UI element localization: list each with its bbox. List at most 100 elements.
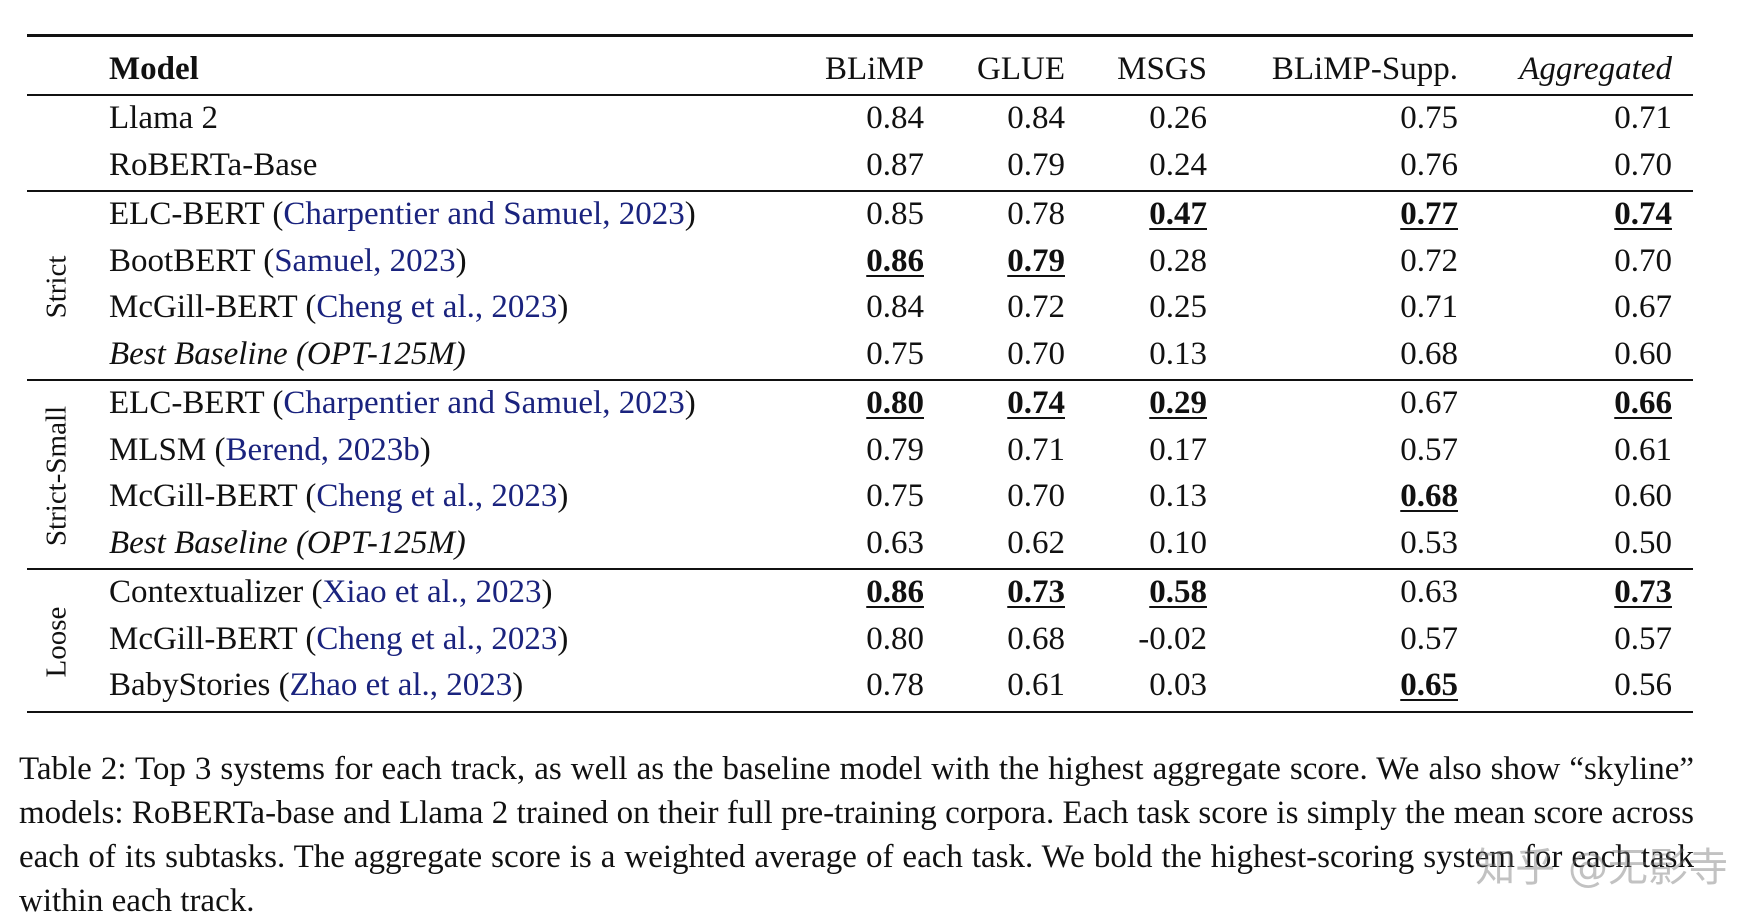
header-cell: Model	[109, 51, 199, 87]
model-name: )	[557, 478, 569, 514]
score: 0.58	[1149, 574, 1207, 610]
score: 0.66	[1614, 385, 1672, 421]
score: 0.57	[1400, 431, 1458, 468]
track-label: Strict	[40, 255, 73, 319]
citation-link: Cheng et al., 2023	[316, 289, 558, 325]
model-name: )	[512, 667, 524, 703]
model-cell: McGill-BERT (Cheng et al., 2023)	[109, 619, 568, 659]
model-name: )	[684, 196, 696, 232]
score: 0.75	[866, 335, 924, 372]
watermark: 知乎 @无影寺	[1475, 845, 1728, 891]
score: 0.50	[1614, 524, 1672, 561]
model-cell: Llama 2	[109, 98, 218, 138]
score: 0.84	[866, 289, 924, 325]
track-label: Loose	[40, 606, 73, 678]
score: 0.63	[866, 524, 924, 561]
score: 0.60	[1614, 335, 1672, 372]
model-cell: ELC-BERT (Charpentier and Samuel, 2023)	[109, 383, 696, 423]
score: 0.61	[1614, 431, 1672, 468]
score: 0.75	[1400, 100, 1458, 136]
score: 0.26	[1149, 100, 1207, 136]
score: 0.84	[1007, 100, 1065, 136]
score: 0.71	[1614, 100, 1672, 136]
score: 0.85	[866, 196, 924, 232]
model-name: Best Baseline (OPT-125M)	[109, 335, 466, 372]
score: 0.79	[1007, 146, 1065, 183]
model-name: ELC-BERT (	[109, 385, 284, 421]
model-cell: Best Baseline (OPT-125M)	[109, 334, 466, 374]
model-cell: RoBERTa-Base	[109, 145, 317, 185]
model-name: )	[557, 289, 569, 325]
header-cell: BLiMP-Supp.	[1271, 51, 1458, 87]
score: 0.65	[1400, 667, 1458, 703]
table-rule	[27, 34, 1693, 37]
table-rule	[27, 190, 1693, 192]
score: 0.71	[1007, 431, 1065, 468]
score: 0.03	[1149, 667, 1207, 703]
score: 0.87	[866, 146, 924, 183]
score: 0.77	[1400, 196, 1458, 232]
score: 0.70	[1614, 146, 1672, 183]
model-name: Best Baseline (OPT-125M)	[109, 524, 466, 561]
score: 0.56	[1614, 667, 1672, 703]
model-name: McGill-BERT (	[109, 620, 317, 657]
model-name: )	[557, 620, 569, 657]
score: 0.72	[1400, 242, 1458, 279]
citation-link: Cheng et al., 2023	[316, 620, 558, 657]
score: 0.13	[1149, 478, 1207, 514]
model-cell: McGill-BERT (Cheng et al., 2023)	[109, 476, 568, 516]
score: 0.61	[1007, 667, 1065, 703]
model-cell: ELC-BERT (Charpentier and Samuel, 2023)	[109, 194, 696, 234]
score: 0.70	[1007, 478, 1065, 514]
score: 0.60	[1614, 478, 1672, 514]
model-name: )	[684, 385, 696, 421]
model-name: MLSM (	[109, 431, 226, 468]
score: 0.62	[1007, 524, 1065, 561]
score: 0.73	[1614, 574, 1672, 610]
score: 0.53	[1400, 524, 1458, 561]
model-name: McGill-BERT (	[109, 289, 317, 325]
score: 0.78	[1007, 196, 1065, 232]
score: 0.71	[1400, 289, 1458, 325]
header-cell: MSGS	[1117, 51, 1207, 87]
model-cell: BabyStories (Zhao et al., 2023)	[109, 665, 523, 705]
score: 0.47	[1149, 196, 1207, 232]
model-name: )	[419, 431, 431, 468]
score: 0.67	[1400, 385, 1458, 421]
score: 0.76	[1400, 146, 1458, 183]
score: 0.80	[866, 620, 924, 657]
table-rule	[27, 94, 1693, 96]
header-cell: BLiMP	[824, 51, 924, 87]
score: 0.86	[866, 242, 924, 279]
score: 0.72	[1007, 289, 1065, 325]
score: 0.73	[1007, 574, 1065, 610]
score: 0.78	[866, 667, 924, 703]
score: 0.86	[866, 574, 924, 610]
model-name: BabyStories (	[109, 667, 290, 703]
model-cell: McGill-BERT (Cheng et al., 2023)	[109, 287, 568, 327]
track-label: Strict-Small	[40, 405, 73, 547]
model-cell: Contextualizer (Xiao et al., 2023)	[109, 572, 553, 612]
score: 0.74	[1007, 385, 1065, 421]
model-name: McGill-BERT (	[109, 478, 317, 514]
score: 0.79	[866, 431, 924, 468]
model-name: RoBERTa-Base	[109, 146, 318, 183]
score: 0.28	[1149, 242, 1207, 279]
score: -0.02	[1138, 620, 1207, 657]
citation-link: Samuel, 2023	[274, 242, 456, 279]
score: 0.68	[1400, 335, 1458, 372]
score: 0.57	[1614, 620, 1672, 657]
model-name: ELC-BERT (	[109, 196, 284, 232]
score: 0.74	[1614, 196, 1672, 232]
score: 0.68	[1400, 478, 1458, 514]
header-cell: Aggregated	[1519, 51, 1672, 87]
score: 0.29	[1149, 385, 1207, 421]
score: 0.17	[1149, 431, 1207, 468]
model-cell: Best Baseline (OPT-125M)	[109, 523, 466, 563]
citation-link: Xiao et al., 2023	[322, 574, 542, 610]
model-name: )	[455, 242, 467, 279]
citation-link: Cheng et al., 2023	[316, 478, 558, 514]
citation-link: Zhao et al., 2023	[289, 667, 513, 703]
score: 0.63	[1400, 574, 1458, 610]
